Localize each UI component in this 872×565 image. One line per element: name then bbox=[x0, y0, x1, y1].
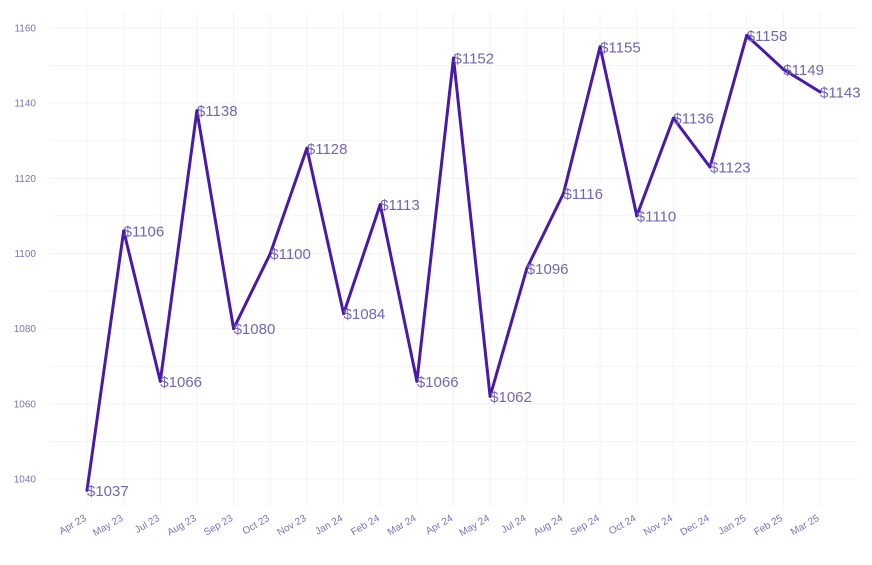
data-label: $1152 bbox=[454, 51, 495, 68]
data-point bbox=[488, 394, 492, 398]
data-label: $1128 bbox=[307, 141, 348, 158]
x-tick-label: Aug 24 bbox=[532, 513, 565, 539]
y-axis-ticks: 1040 1060 1080 1100 1120 1140 1160 bbox=[14, 24, 37, 486]
x-tick-label: Oct 24 bbox=[607, 513, 638, 537]
data-point bbox=[525, 267, 529, 271]
x-tick-label: Nov 23 bbox=[275, 513, 308, 539]
x-tick-label: Feb 24 bbox=[349, 513, 382, 538]
data-label: $1123 bbox=[710, 160, 751, 177]
x-tick-label: Mar 24 bbox=[386, 513, 419, 538]
data-point bbox=[452, 56, 455, 60]
data-point bbox=[268, 252, 272, 255]
y-tick-label: 1100 bbox=[14, 249, 36, 260]
x-tick-label: Nov 24 bbox=[642, 513, 675, 539]
x-tick-label: May 24 bbox=[458, 513, 492, 539]
data-labels: $1037 $1106 $1066 $1138 $1080 $1100 $1128 $1084… bbox=[87, 28, 861, 500]
data-point bbox=[635, 214, 639, 218]
data-point bbox=[818, 90, 822, 94]
x-tick-label: Oct 23 bbox=[241, 513, 272, 537]
data-label: $1136 bbox=[673, 111, 714, 128]
x-axis-ticks: Apr 23 May 23 Jul 23 Aug 23 Sep 23 Oct 23 Nov … bbox=[57, 513, 821, 539]
data-point bbox=[122, 229, 126, 233]
x-tick-label: May 23 bbox=[91, 513, 125, 539]
data-point bbox=[195, 109, 199, 113]
y-tick-label: 1080 bbox=[14, 324, 37, 335]
x-tick-label: Jul 24 bbox=[500, 513, 529, 536]
y-tick-label: 1060 bbox=[14, 399, 37, 410]
data-label: $1116 bbox=[563, 186, 603, 203]
data-label: $1110 bbox=[637, 208, 677, 225]
data-point bbox=[415, 379, 419, 383]
data-point bbox=[342, 312, 346, 316]
series-group bbox=[85, 34, 822, 492]
y-tick-label: 1140 bbox=[14, 99, 36, 110]
x-tick-label: Jan 24 bbox=[314, 513, 346, 538]
data-label: $1143 bbox=[820, 84, 861, 101]
x-tick-label: Aug 23 bbox=[165, 513, 198, 539]
y-tick-label: 1120 bbox=[14, 174, 36, 185]
data-label: $1149 bbox=[783, 62, 824, 79]
x-tick-label: Jan 25 bbox=[717, 513, 749, 538]
x-tick-label: Dec 24 bbox=[679, 513, 712, 539]
data-point bbox=[708, 165, 712, 169]
data-point bbox=[781, 67, 785, 71]
x-tick-label: Sep 24 bbox=[569, 513, 602, 539]
data-label: $1113 bbox=[380, 197, 420, 214]
data-point bbox=[671, 116, 675, 120]
data-label: $1084 bbox=[344, 306, 386, 323]
y-tick-label: 1040 bbox=[14, 475, 37, 486]
data-label: $1138 bbox=[197, 103, 238, 120]
data-label: $1062 bbox=[490, 389, 532, 406]
data-label: $1100 bbox=[270, 246, 311, 263]
data-label: $1096 bbox=[527, 261, 569, 278]
data-point bbox=[85, 488, 89, 492]
data-point bbox=[561, 191, 565, 195]
x-tick-label: Apr 23 bbox=[57, 513, 88, 537]
data-point bbox=[232, 327, 236, 331]
data-point bbox=[378, 203, 382, 207]
y-tick-label: 1160 bbox=[14, 24, 36, 35]
data-label: $1155 bbox=[600, 39, 641, 56]
data-label: $1066 bbox=[160, 374, 202, 391]
x-tick-label: Jul 23 bbox=[133, 513, 162, 536]
grid-lines bbox=[50, 12, 858, 507]
data-label: $1106 bbox=[124, 223, 165, 240]
x-tick-label: Apr 24 bbox=[424, 513, 455, 537]
x-tick-label: Mar 25 bbox=[789, 513, 822, 538]
x-tick-label: Feb 25 bbox=[752, 513, 785, 538]
data-label: $1037 bbox=[87, 483, 129, 500]
data-point bbox=[158, 379, 162, 383]
data-point bbox=[305, 146, 309, 150]
data-point bbox=[598, 45, 602, 49]
x-tick-label: Sep 23 bbox=[202, 513, 235, 539]
data-label: $1158 bbox=[747, 28, 788, 45]
data-label: $1066 bbox=[417, 374, 459, 391]
data-point bbox=[745, 34, 749, 38]
data-label: $1080 bbox=[234, 321, 276, 338]
